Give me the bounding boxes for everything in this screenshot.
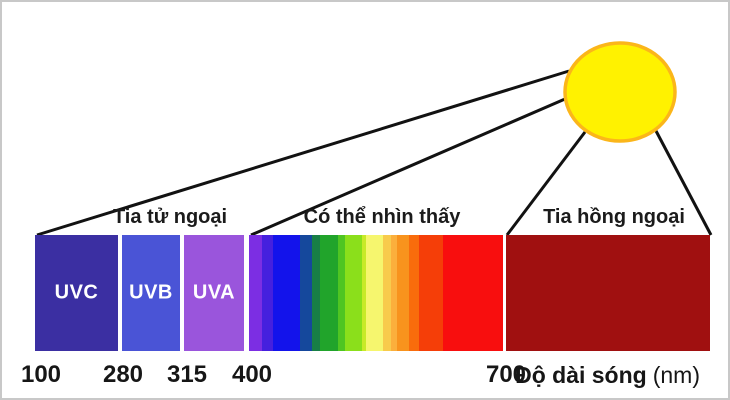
sun-ray-to-visible <box>250 97 566 237</box>
visible-band <box>419 235 443 351</box>
sun-ray-to-ir-left <box>505 131 587 236</box>
visible-band <box>409 235 419 351</box>
visible-band <box>300 235 312 351</box>
axis-title-unit: (nm) <box>652 362 700 388</box>
uv-block-label-uvb: UVB <box>129 281 173 304</box>
axis-title-text: Độ dài sóng <box>515 362 647 388</box>
uv-block-label-uva: UVA <box>192 281 236 304</box>
visible-band <box>312 235 320 351</box>
sun-icon <box>563 41 677 143</box>
visible-band <box>362 235 366 351</box>
visible-band <box>262 235 273 351</box>
sun-ray-to-ir-right <box>653 128 713 236</box>
infrared-block <box>506 235 710 351</box>
visible-band <box>383 235 391 351</box>
uv-block-uva: UVA <box>184 235 244 351</box>
visible-band <box>320 235 338 351</box>
sun-ray-to-uv <box>36 69 570 237</box>
uv-block-label-uvc: UVC <box>54 281 99 304</box>
visible-band <box>345 235 362 351</box>
region-label-infrared: Tia hồng ngoại <box>543 206 685 228</box>
axis-tick-700: 700 <box>485 361 527 388</box>
visible-band <box>443 235 503 351</box>
visible-band <box>391 235 397 351</box>
uv-block-uvc: UVC <box>35 235 118 351</box>
region-label-ultraviolet: Tia tử ngoại <box>112 206 228 228</box>
spectrum-bar: UVC UVB UVA <box>2 235 728 351</box>
wavelength-axis-title: Độ dài sóng (nm) <box>515 362 700 388</box>
visible-band <box>249 235 262 351</box>
visible-band <box>338 235 345 351</box>
axis-tick-100: 100 <box>20 361 62 388</box>
axis-tick-400: 400 <box>231 361 273 388</box>
visible-band <box>397 235 409 351</box>
region-label-visible: Có thể nhìn thấy <box>303 206 461 228</box>
axis-tick-315: 315 <box>166 361 208 388</box>
visible-band <box>366 235 383 351</box>
axis-tick-280: 280 <box>102 361 144 388</box>
uv-block-uvb: UVB <box>122 235 180 351</box>
visible-band <box>273 235 300 351</box>
